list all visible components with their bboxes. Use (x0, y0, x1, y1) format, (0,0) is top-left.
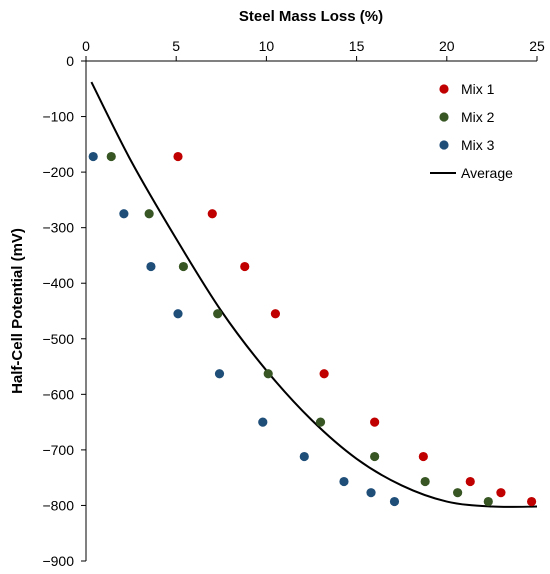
mix-1-point (240, 261, 250, 272)
mix-3-point (146, 261, 156, 272)
mix-1-point (496, 488, 506, 498)
x-tick-label: 15 (349, 38, 365, 54)
y-tick-label: −600 (42, 386, 74, 402)
y-tick-label: −800 (42, 497, 74, 513)
x-tick-label: 20 (439, 38, 455, 54)
average-curve (90, 81, 538, 508)
y-tick-label: −100 (42, 109, 74, 125)
mix-2-point (178, 261, 189, 272)
mix-1-point (207, 209, 217, 219)
mix-2-point (144, 209, 154, 219)
y-tick-label: −400 (42, 275, 74, 291)
legend-mix-3-swatch (439, 140, 449, 150)
mix-3-point (88, 151, 98, 162)
mix-3-point (299, 451, 309, 462)
mix-2-point (420, 476, 430, 487)
x-tick-label: 5 (172, 38, 180, 54)
y-tick-label: −300 (42, 220, 74, 236)
legend-mix-2-label: Mix 2 (461, 109, 495, 125)
data-points (88, 151, 537, 507)
legend-mix-1-swatch (439, 84, 449, 94)
mix-1-point (173, 151, 183, 162)
x-tick-label: 25 (529, 38, 545, 54)
y-tick-label: −900 (42, 553, 74, 569)
mix-1-point (319, 369, 329, 379)
mix-1-point (270, 309, 281, 319)
x-axis-title: Steel Mass Loss (%) (239, 8, 383, 25)
mix-3-point (339, 476, 349, 487)
mix-2-point (263, 369, 273, 379)
y-ticks: 0 −100 −200 −300 −400 −500 −600 −700 −800 −900 (42, 53, 86, 569)
legend: Mix 1 Mix 2 Mix 3 Average (430, 81, 513, 181)
mix-2-point (483, 496, 493, 507)
mix-2-point (213, 309, 223, 319)
legend-mix-1-label: Mix 1 (461, 81, 495, 97)
mix-2-point (370, 451, 380, 462)
mix-2-point (453, 488, 463, 498)
mix-3-point (173, 309, 183, 319)
y-axis-title: Half-Cell Potential (mV) (9, 228, 26, 394)
mix-3-point (214, 369, 225, 379)
legend-average-label: Average (461, 165, 513, 181)
plot-area: 0 5 10 15 20 25 0 −100 −200 −300 −400 −500 −600 −700… (42, 38, 545, 569)
x-tick-label: 0 (82, 38, 90, 54)
mix-1-point (370, 417, 380, 427)
y-tick-label: −200 (42, 164, 74, 180)
legend-mix-3-label: Mix 3 (461, 137, 495, 153)
x-ticks: 0 5 10 15 20 25 (82, 38, 545, 61)
x-tick-label: 10 (259, 38, 275, 54)
mix-1-point (418, 451, 428, 462)
mix-2-point (106, 151, 116, 162)
y-tick-label: 0 (66, 53, 74, 69)
y-tick-label: −700 (42, 442, 74, 458)
mix-3-point (389, 496, 400, 507)
y-tick-label: −500 (42, 331, 74, 347)
legend-mix-2-swatch (439, 112, 449, 122)
mix-3-point (258, 417, 268, 427)
mix-1-point (465, 476, 475, 487)
mix-2-point (315, 417, 326, 427)
mix-3-point (366, 488, 376, 498)
mix-1-point (526, 496, 537, 507)
mix-3-point (119, 209, 129, 219)
